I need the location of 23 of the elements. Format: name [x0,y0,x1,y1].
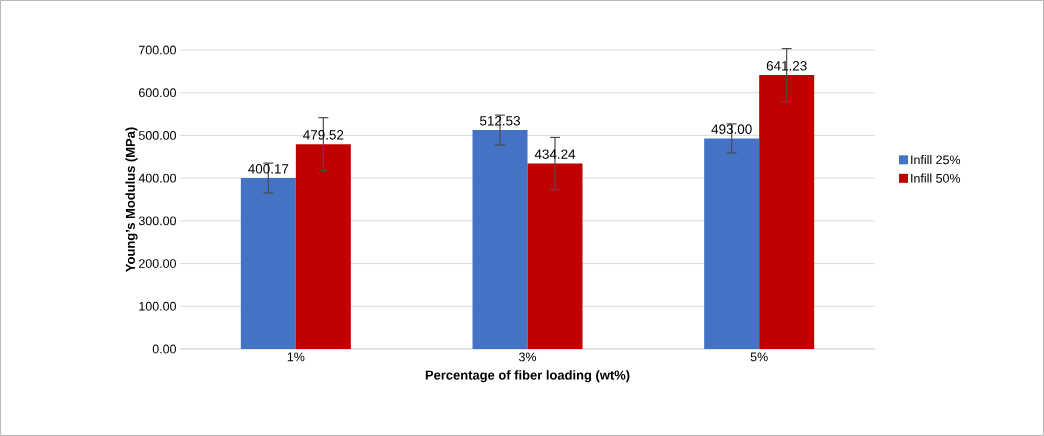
x-tick-label: 1% [287,352,305,362]
bar [704,138,760,349]
legend-label: Infill 25% [911,155,961,165]
y-tick-label: 600.00 [139,88,176,98]
data-label: 512.53 [479,116,520,126]
data-label: 434.24 [534,149,576,159]
x-tick-label: 3% [518,352,537,362]
y-tick-label: 0.00 [152,344,176,354]
bar [240,178,296,349]
bar [295,144,351,349]
y-tick-label: 200.00 [139,259,176,268]
y-tick-label: 700.00 [139,45,176,55]
y-axis-title: Young’s Modulus (MPa) [125,127,138,272]
bar [472,130,528,349]
y-tick-label: 100.00 [139,301,176,311]
y-tick-label: 500.00 [138,131,176,140]
legend-label: Infill 50% [911,173,961,183]
x-axis-title: Percentage of fiber loading (wt%) [425,370,630,383]
bar [527,163,583,349]
x-tick-label: 5% [750,352,768,362]
y-tick-label: 300.00 [138,216,176,226]
bar [759,75,815,349]
y-tick-label: 400.00 [138,173,176,183]
